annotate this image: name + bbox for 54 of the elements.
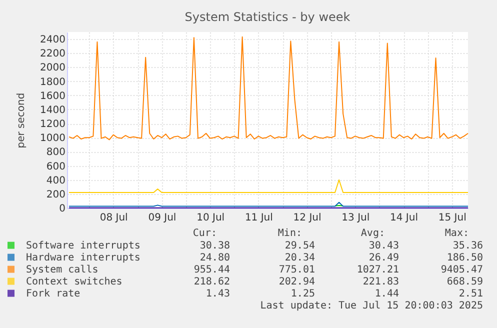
y-tick-label: 1800 <box>40 76 66 88</box>
text: Avg: <box>360 228 385 239</box>
y-axis-title: per second <box>16 92 28 148</box>
text: 1.44 <box>374 288 399 300</box>
text: 1.25 <box>290 288 315 300</box>
text: 26.49 <box>368 252 399 264</box>
x-tick-label: 14 Jul <box>390 212 418 224</box>
text: 221.83 <box>362 276 399 288</box>
text: 20.34 <box>284 252 315 264</box>
y-tick-label: 1600 <box>40 90 66 102</box>
y-tick-label: 2200 <box>40 48 66 60</box>
legend-label: System calls <box>26 264 98 276</box>
text: 775.01 <box>278 264 315 276</box>
text: 955.44 <box>194 264 230 276</box>
x-tick-label: 09 Jul <box>148 212 176 224</box>
y-tick-label: 400 <box>46 175 66 186</box>
text: Max: <box>444 228 469 239</box>
x-tick-label: 15 Jul <box>438 212 466 224</box>
y-tick-label: 800 <box>46 147 66 158</box>
legend-label: Fork rate <box>26 288 80 300</box>
text: 186.50 <box>446 252 483 264</box>
y-tick-label: 2400 <box>40 34 66 46</box>
y-tick-label: 600 <box>46 161 66 172</box>
x-tick-label: 13 Jul <box>342 212 370 224</box>
y-tick-label: 0 <box>59 204 66 214</box>
legend-label: Software interrupts <box>26 240 140 252</box>
legend-label: Context switches <box>26 276 122 288</box>
x-tick-label: 10 Jul <box>196 212 225 224</box>
x-tick-label: 11 Jul <box>244 212 273 224</box>
y-tick-label: 2000 <box>40 62 66 74</box>
text: Cur: <box>192 228 217 239</box>
chart-title: System Statistics - by week <box>184 10 350 24</box>
text: 30.38 <box>200 240 230 252</box>
line-series <box>68 36 468 140</box>
text: 1027.21 <box>356 264 399 276</box>
text: 2.51 <box>458 288 483 300</box>
y-tick-label: 1200 <box>40 119 66 130</box>
x-tick-label: 08 Jul <box>100 212 128 224</box>
y-tick-label: 1000 <box>40 133 66 144</box>
text: 29.54 <box>284 240 315 252</box>
text: 9405.47 <box>440 264 483 276</box>
text: 218.62 <box>194 276 230 288</box>
y-tick-label: 1400 <box>40 104 66 116</box>
text: Min: <box>278 228 302 239</box>
text: 1.43 <box>206 288 230 300</box>
text: 202.94 <box>278 276 315 288</box>
text: 24.80 <box>200 252 230 264</box>
y-tick-label: 200 <box>46 189 66 200</box>
legend-label: Hardware interrupts <box>26 252 140 264</box>
text: 30.43 <box>368 240 399 252</box>
text: 35.36 <box>452 240 483 252</box>
text: 668.59 <box>446 276 483 288</box>
text: Last update: Tue Jul 15 20:00:03 2025 <box>260 300 483 312</box>
x-tick-label: 12 Jul <box>293 212 322 224</box>
